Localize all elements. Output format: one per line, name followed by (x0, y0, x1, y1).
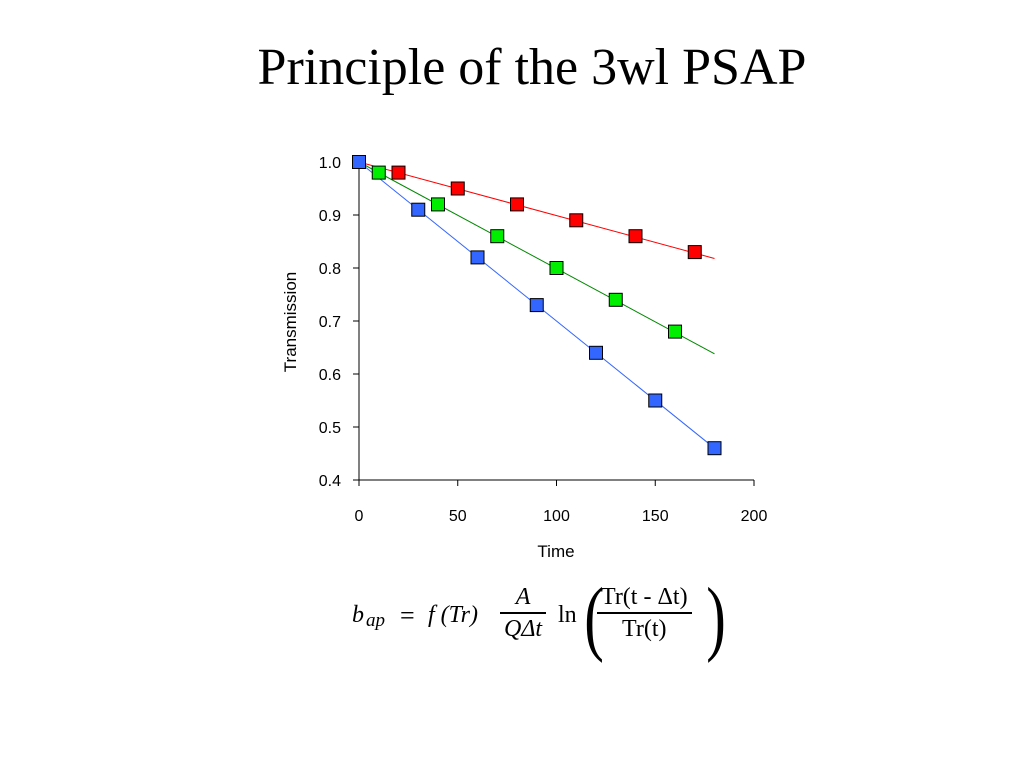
data-point-series-3 (352, 155, 366, 169)
y-tick-label: 0.8 (319, 261, 341, 278)
fit-line-series-1 (358, 161, 715, 259)
data-point-series-2 (608, 292, 623, 307)
y-tick-label: 0.7 (319, 314, 341, 331)
bap-formula: b ap = f (Tr) A QΔt ln ( Tr(t - Δt) Tr(t… (350, 574, 750, 660)
x-tick-label: 50 (449, 508, 467, 525)
chart-axes (353, 161, 755, 486)
fit-line-series-2 (358, 161, 715, 355)
y-tick-label: 0.4 (319, 473, 341, 490)
data-point-series-1 (687, 245, 702, 260)
formula-frac1-bar (500, 612, 547, 614)
formula-frac2-numerator: Tr(t - Δt) (601, 584, 688, 610)
formula-paren-right: ) (706, 571, 726, 664)
data-point-series-3 (707, 441, 722, 456)
data-point-series-2 (668, 324, 682, 339)
x-tick-label: 200 (741, 508, 768, 525)
x-axis-title: Time (537, 542, 574, 561)
formula-ln: ln (558, 602, 577, 628)
data-point-series-1 (569, 213, 584, 228)
data-point-series-1 (450, 181, 465, 196)
y-axis-title: Transmission (281, 272, 300, 372)
y-tick-label: 0.6 (319, 367, 341, 384)
formula-frac2-bar (597, 612, 692, 614)
y-tick-label: 0.5 (319, 420, 341, 437)
data-point-series-2 (549, 261, 564, 275)
tick-labels: 0 50 100 150 200 0.4 0.5 0.6 0.7 0.8 0.9 1.0 (319, 155, 768, 525)
data-point-series-3 (411, 202, 426, 217)
data-point-series-2 (431, 197, 445, 212)
data-point-series-2 (371, 165, 386, 180)
formula-f-of-tr: f (Tr) (428, 602, 479, 628)
formula-b: b (352, 602, 364, 628)
data-point-series-3 (470, 250, 485, 265)
formula-equals: = (400, 601, 415, 630)
x-tick-label: 100 (543, 508, 570, 525)
formula-frac2-denominator: Tr(t) (622, 615, 667, 642)
formula-subscript: ap (366, 610, 385, 631)
data-point-series-1 (391, 165, 406, 180)
x-tick-label: 150 (642, 508, 669, 525)
data-point-series-1 (510, 197, 524, 212)
formula-frac1-denominator: QΔt (504, 615, 543, 642)
data-point-series-3 (529, 298, 544, 313)
data-point-series-2 (490, 229, 505, 244)
formula-fraction-a-qdt: A QΔt (500, 582, 547, 644)
data-point-series-1 (628, 229, 643, 244)
data-point-series-3 (589, 345, 603, 360)
formula-frac1-numerator: A (515, 584, 531, 610)
formula-fraction-transmission: Tr(t - Δt) Tr(t) (597, 582, 692, 644)
x-tick-label: 0 (355, 508, 364, 525)
data-points (352, 155, 722, 456)
formula-paren-left: ( (584, 571, 604, 664)
y-tick-label: 1.0 (319, 155, 341, 172)
y-tick-label: 0.9 (319, 208, 341, 225)
slide-title: Principle of the 3wl PSAP (257, 39, 807, 96)
data-point-series-3 (648, 393, 663, 408)
